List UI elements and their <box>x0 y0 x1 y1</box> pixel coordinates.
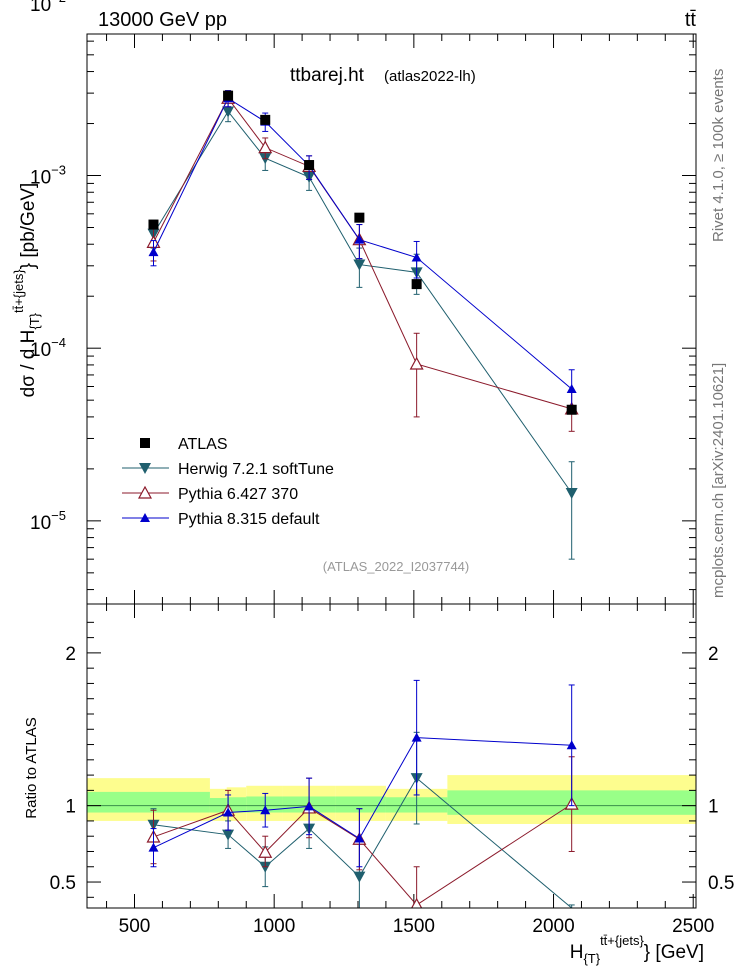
pythia-6-427-370-point <box>258 140 273 154</box>
ratio-axis-label: Ratio to ATLAS <box>23 717 40 818</box>
y-axis-label-main: dσ / d H <box>18 330 39 398</box>
legend-label-herwig-7-2-1-softtune: Herwig 7.2.1 softTune <box>178 461 334 478</box>
legend-label-atlas: ATLAS <box>178 436 228 453</box>
x-axis-label-sup: tt̄+{jets} <box>600 933 644 948</box>
energy-label: 13000 GeV pp <box>98 9 227 31</box>
y-tick-exp: −4 <box>51 335 66 350</box>
x-axis-label-unit: } [GeV] <box>644 942 704 963</box>
y-tick-base: 10 <box>30 168 51 189</box>
analysis-watermark: (ATLAS_2022_I2037744) <box>323 559 469 574</box>
y-axis-label-sub: {T} <box>27 312 42 329</box>
main-panel: ttbarej.ht (atlas2022-lh) (ATLAS_2022_I2… <box>11 65 476 574</box>
x-tick-label: 1000 <box>253 916 295 937</box>
legend-label-pythia-8-315-default: Pythia 8.315 default <box>178 511 320 528</box>
chart-title: ttbarej.ht <box>290 65 365 86</box>
pythia-8-315-default-ratio-point <box>411 732 422 742</box>
pythia-6-427-370-point <box>409 356 424 370</box>
atlas-point <box>148 219 159 230</box>
y-tick-base: 10 <box>30 0 51 16</box>
herwig-7-2-1-softtune-point <box>565 487 578 499</box>
legend: ATLAS Herwig 7.2.1 softTune Pythia 6.427 3… <box>122 436 334 528</box>
atlas-point <box>354 212 365 223</box>
ratio-tick-label-right: 1 <box>708 797 719 818</box>
pythia-8-315-default-ratio-point <box>354 833 365 843</box>
atlas-point <box>411 279 422 290</box>
y-tick-base: 10 <box>30 340 51 361</box>
y-tick-exp: −3 <box>51 163 66 178</box>
y-tick-exp: −5 <box>51 508 66 523</box>
band-inner-5 <box>335 796 386 813</box>
y-axis-label: dσ / d H{T}tt̄+{jets}} [pb/GeV] <box>11 183 42 398</box>
x-tick-label: 2000 <box>532 916 574 937</box>
pythia-6-427-370-ratio-point <box>258 844 273 858</box>
atlas-point <box>260 114 271 125</box>
chart-subtitle: (atlas2022-lh) <box>384 68 476 85</box>
process-label: tt̄ <box>685 9 697 31</box>
y-tick-label: 10−3 <box>30 163 66 189</box>
pythia-6-427-370-ratio-point <box>411 897 423 908</box>
ratio-tick-label-left: 0.5 <box>50 873 76 894</box>
atlas-point <box>566 404 577 415</box>
legend-marker-pythia-6-427-370 <box>137 485 153 499</box>
x-axis-label: H{T}tt̄+{jets}} [GeV] <box>570 933 704 966</box>
herwig-7-2-1-softtune-point <box>222 106 235 118</box>
atlas-point <box>223 90 234 101</box>
ratio-series-layer <box>146 679 579 908</box>
pythia-8-315-default-ratio-point <box>148 842 159 852</box>
y-axis-label-sup: tt̄+{jets} <box>11 269 26 313</box>
y-tick-label: 10−2 <box>30 0 66 16</box>
ratio-tick-label-left: 1 <box>65 797 76 818</box>
ratio-tick-label-right: 0.5 <box>708 873 734 894</box>
x-axis-label-main: H <box>570 942 584 963</box>
ratio-panel: Ratio to ATLAS <box>23 717 40 818</box>
rivet-version-label: Rivet 4.1.0, ≥ 100k events <box>710 69 727 242</box>
band-inner-3 <box>246 796 283 813</box>
herwig-7-2-1-softtune-point <box>353 259 366 271</box>
y-tick-label: 10−4 <box>30 335 66 361</box>
pythia-8-315-default-ratio-point <box>260 805 271 815</box>
pythia-8-315-default-point <box>354 234 365 244</box>
mcplots-label: mcplots.cern.ch [arXiv:2401.10621] <box>710 363 727 598</box>
legend-label-pythia-6-427-370: Pythia 6.427 370 <box>178 486 298 503</box>
band-inner-2 <box>226 797 247 813</box>
axes: 500100015002000250010−510−410−310−20.50.… <box>30 0 734 937</box>
legend-marker-herwig-7-2-1-softtune <box>139 463 151 474</box>
main-series-layer <box>146 90 579 560</box>
x-tick-label: 500 <box>119 916 151 937</box>
pythia-8-315-default-ratio-point <box>223 807 234 817</box>
ratio-tick-label-left: 2 <box>65 644 76 665</box>
y-tick-base: 10 <box>30 513 51 534</box>
pythia-8-315-default-point <box>566 384 577 394</box>
atlas-point <box>304 160 315 171</box>
x-tick-label: 1500 <box>393 916 435 937</box>
y-axis-label-unit: } [pb/GeV] <box>18 183 39 270</box>
x-axis-label-sub: {T} <box>583 951 600 966</box>
pythia-8-315-default-point <box>148 247 159 257</box>
pythia-6-427-370-line <box>153 97 572 410</box>
legend-marker-pythia-8-315-default <box>140 513 150 522</box>
y-tick-exp: −2 <box>51 0 66 5</box>
x-tick-label: 2500 <box>672 916 714 937</box>
herwig-7-2-1-softtune-ratio-point <box>222 829 235 841</box>
ratio-frame <box>86 603 697 909</box>
ratio-tick-label-right: 2 <box>708 644 719 665</box>
y-tick-label: 10−5 <box>30 508 66 534</box>
herwig-7-2-1-softtune-ratio-point <box>353 871 366 883</box>
legend-marker-atlas <box>140 438 150 448</box>
band-inner-0 <box>87 791 210 813</box>
pythia-8-315-default-point <box>411 252 422 262</box>
pythia-8-315-default-ratio-point <box>304 801 315 811</box>
panel-frames <box>86 33 697 909</box>
pythia-8-315-default-ratio-point <box>566 740 577 750</box>
